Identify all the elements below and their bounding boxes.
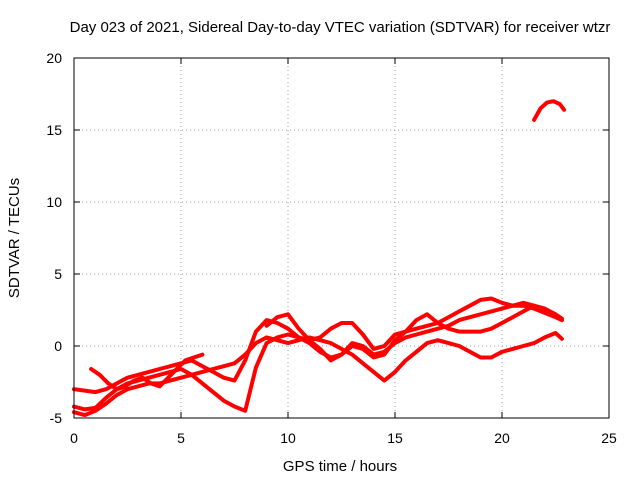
- y-tick-label: -5: [50, 410, 63, 426]
- x-tick-label: 5: [177, 430, 185, 446]
- y-tick-label: 5: [54, 266, 62, 282]
- y-axis-label: SDTVAR / TECUs: [6, 178, 23, 298]
- x-tick-label: 10: [280, 430, 296, 446]
- y-tick-label: 15: [46, 122, 62, 138]
- x-tick-label: 20: [494, 430, 510, 446]
- x-axis-label: GPS time / hours: [283, 458, 397, 475]
- y-tick-label: 10: [46, 194, 62, 210]
- x-tick-label: 15: [387, 430, 403, 446]
- series-line-track-4: [89, 352, 205, 392]
- chart-title: Day 023 of 2021, Sidereal Day-to-day VTE…: [70, 19, 611, 36]
- series-line-track-6: [532, 99, 567, 122]
- y-tick-label: 0: [54, 338, 62, 354]
- x-tick-labels: 0 5 10 15 20 25: [70, 430, 617, 446]
- y-tick-label: 20: [46, 50, 62, 66]
- x-tick-label: 0: [70, 430, 78, 446]
- y-tick-labels: -5 0 5 10 15 20: [46, 50, 62, 426]
- series-line-track-1: [72, 296, 564, 395]
- x-tick-label: 25: [601, 430, 617, 446]
- series-group: [72, 99, 567, 418]
- series-line-track-5: [264, 300, 564, 363]
- grid-lines: [74, 58, 609, 418]
- plot-frame: [73, 57, 610, 419]
